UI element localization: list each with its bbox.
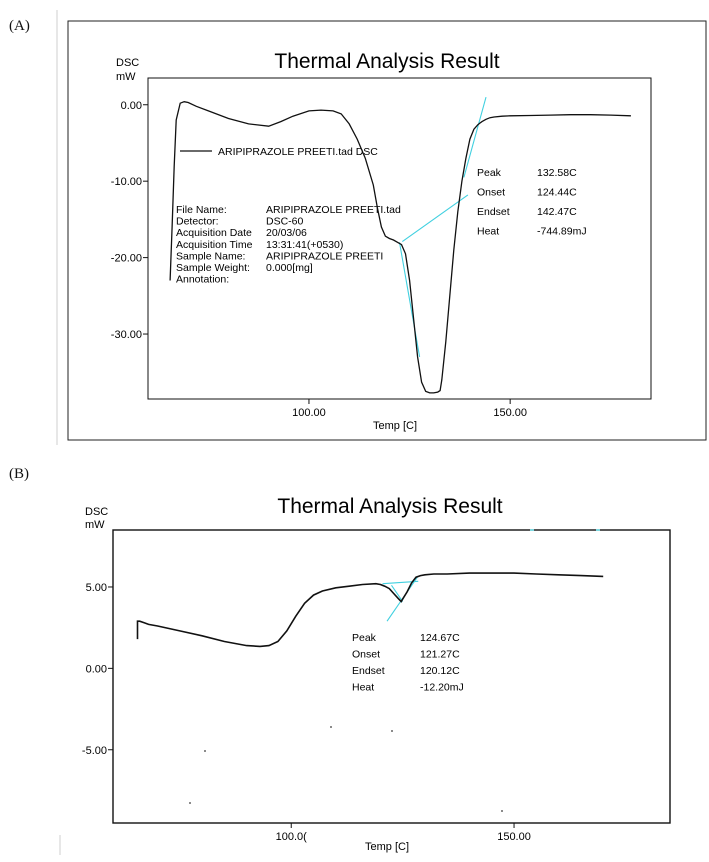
info-value: 0.000[mg]: [266, 262, 313, 274]
result-key: Onset: [352, 649, 380, 661]
result-key: Peak: [352, 632, 377, 644]
x-tick-label: 150.00: [497, 831, 531, 843]
panel-b-cyan-speck: [596, 529, 600, 531]
info-key: Sample Weight:: [176, 262, 250, 274]
info-key: Acquisition Time: [176, 239, 253, 251]
panel-b-dsc-curve: [136, 572, 604, 648]
panel-a-ylabel-line1: DSC: [116, 57, 139, 69]
y-tick-label: -5.00: [82, 745, 107, 757]
panel-b-speck: [189, 802, 191, 804]
panel-b-xlabel: Temp [C]: [365, 841, 409, 853]
info-key: Annotation:: [176, 274, 229, 286]
result-value: 142.47C: [537, 206, 577, 218]
result-key: Heat: [477, 226, 499, 238]
analysis-tangent-line: [401, 194, 469, 243]
info-value: DSC-60: [266, 216, 304, 228]
panel-b-title: Thermal Analysis Result: [277, 495, 502, 518]
panel-b-ylabel-line1: DSC: [85, 506, 108, 518]
info-value: ARIPIPRAZOLE PREETI: [266, 250, 383, 262]
result-value: 132.58C: [537, 167, 577, 179]
analysis-tangent-line: [463, 96, 487, 178]
y-tick-label: -10.00: [111, 176, 142, 188]
result-key: Endset: [352, 665, 385, 677]
y-tick-label: 5.00: [86, 582, 107, 594]
result-value: 124.44C: [537, 187, 577, 199]
x-tick-label: 150.00: [493, 407, 527, 419]
analysis-tangent-line: [398, 242, 421, 358]
panel-b-speck: [501, 810, 503, 812]
info-value: ARIPIPRAZOLE PREETI.tad: [266, 204, 401, 216]
info-value: 13:31:41(+0530): [266, 239, 343, 251]
result-key: Endset: [477, 206, 510, 218]
result-value: 124.67C: [420, 632, 460, 644]
panel-a-legend-label: ARIPIPRAZOLE PREETI.tad DSC: [218, 146, 378, 158]
panel-a-ylabel-line2: mW: [116, 71, 136, 83]
panel-b-ylabel-line2: mW: [85, 519, 105, 531]
panel-b-speck: [391, 730, 393, 732]
result-value: 121.27C: [420, 649, 460, 661]
panel-label-b: (B): [9, 466, 29, 482]
panel-b-cyan-speck: [530, 529, 534, 531]
info-key: Acquisition Date: [176, 227, 252, 239]
info-key: Detector:: [176, 216, 219, 228]
result-key: Heat: [352, 682, 374, 694]
analysis-tangent-line: [391, 585, 404, 602]
result-key: Peak: [477, 167, 502, 179]
panel-a-title: Thermal Analysis Result: [274, 50, 499, 73]
panel-b-speck: [330, 726, 332, 728]
y-tick-label: 0.00: [121, 100, 142, 112]
panel-a-plot-frame: [147, 77, 652, 400]
y-tick-label: 0.00: [86, 663, 107, 675]
x-tick-label: 100.0(: [276, 831, 308, 843]
info-key: File Name:: [176, 204, 227, 216]
y-tick-label: -20.00: [111, 253, 142, 265]
panel-b-speck: [204, 750, 206, 752]
result-value: -744.89mJ: [537, 226, 587, 238]
panel-label-a: (A): [9, 18, 30, 34]
info-value: 20/03/06: [266, 227, 307, 239]
result-value: -12.20mJ: [420, 682, 464, 694]
result-value: 120.12C: [420, 665, 460, 677]
panel-a-outer-frame: [67, 20, 707, 441]
y-tick-label: -30.00: [111, 329, 142, 341]
panel-a-dsc-curve: [169, 101, 631, 394]
info-key: Sample Name:: [176, 250, 245, 262]
x-tick-label: 100.00: [292, 407, 326, 419]
result-key: Onset: [477, 187, 505, 199]
panel-b-plot-frame: [112, 529, 671, 824]
panel-a-xlabel: Temp [C]: [373, 420, 417, 432]
